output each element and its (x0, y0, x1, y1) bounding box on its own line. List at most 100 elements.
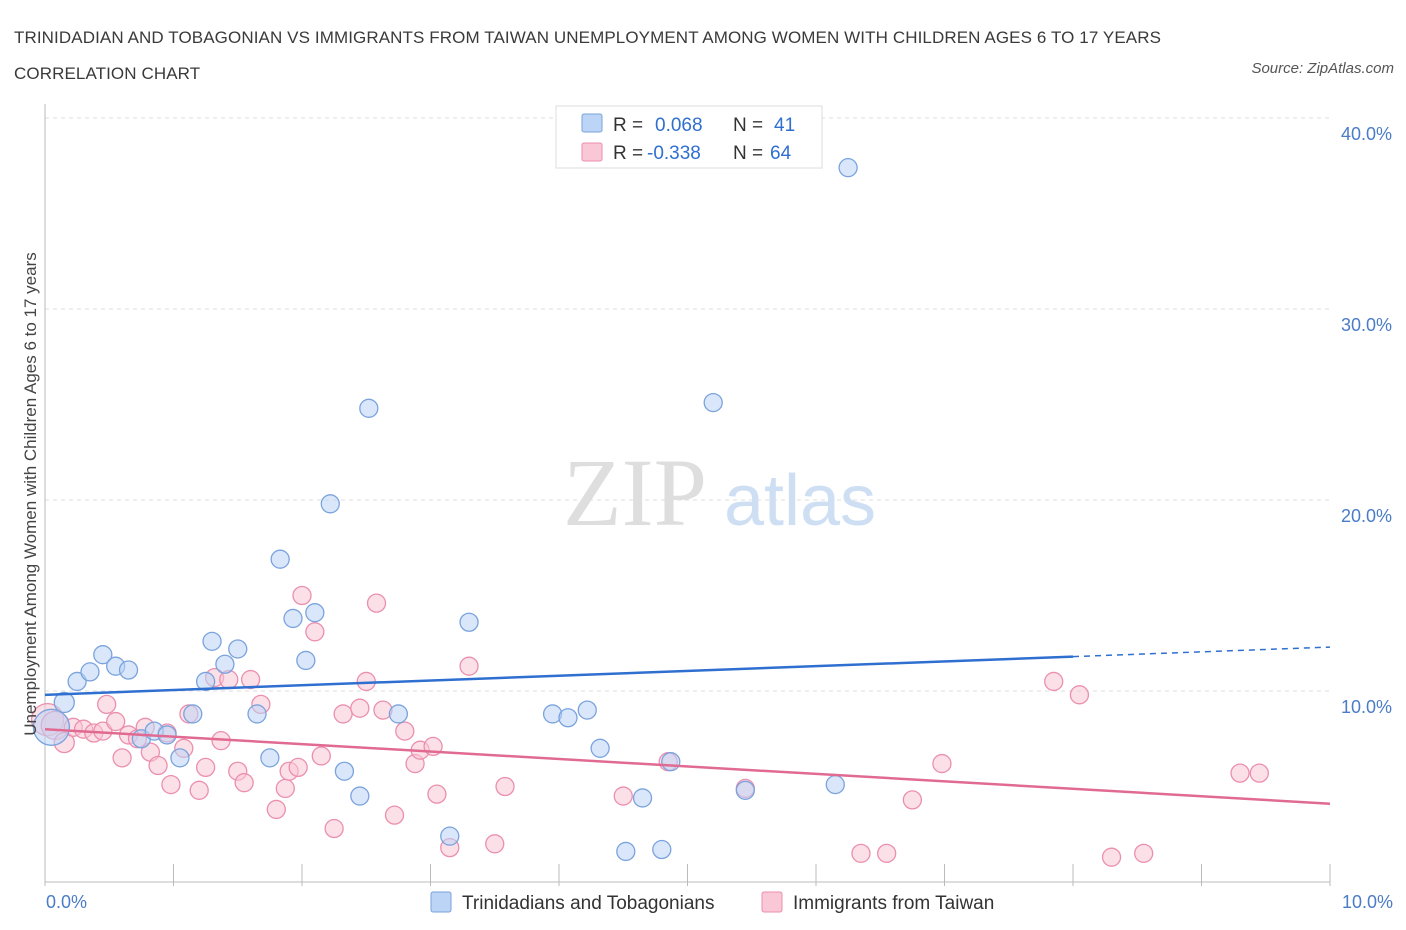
taiwan-point-61 (1134, 843, 1154, 863)
stats-r-value-blue: 0.068 (655, 115, 703, 136)
stats-r-label-pink: R = (613, 143, 643, 164)
y-tick-label-2: 30.0% (1341, 315, 1392, 335)
trinidadian-point-39 (825, 774, 845, 795)
trinidadian-point-15 (228, 639, 248, 659)
taiwan-point-37 (350, 698, 370, 718)
chart-title: TRINIDADIAN AND TOBAGONIAN VS IMMIGRANTS… (14, 28, 1162, 83)
watermark-atlas: atlas (724, 461, 876, 541)
x-tick-label-0: 0.0% (46, 892, 87, 912)
trinidadian-point-12 (195, 671, 216, 692)
stats-n-label-pink: N = (733, 143, 763, 164)
taiwan-point-8 (106, 711, 126, 732)
trinidadian-point-37 (703, 392, 723, 413)
taiwan-point-20 (195, 757, 216, 778)
y-tick-label-3: 40.0% (1341, 124, 1392, 144)
trinidadian-point-11 (183, 704, 203, 724)
taiwan-point-39 (366, 593, 387, 613)
trend-line-trinidadians (44, 655, 1074, 697)
series-legend: Trinidadians and Tobagonians Immigrants … (430, 891, 994, 914)
taiwan-point-58 (1044, 671, 1064, 692)
trinidadian-point-34 (632, 788, 653, 808)
trinidadian-point-0 (32, 708, 71, 746)
taiwan-point-48 (459, 656, 479, 676)
trinidadian-point-22 (320, 494, 340, 514)
taiwan-point-29 (275, 778, 295, 799)
trinidadian-point-19 (283, 608, 303, 629)
trinidadian-point-3 (80, 662, 100, 682)
taiwan-point-9 (112, 748, 132, 768)
stats-n-value-blue: 41 (774, 115, 795, 136)
taiwan-point-42 (395, 721, 415, 741)
trinidadian-point-23 (334, 761, 355, 781)
watermark: ZIP atlas (563, 439, 876, 546)
taiwan-point-55 (877, 843, 897, 863)
trinidadian-point-10 (170, 748, 190, 768)
trinidadian-point-35 (652, 839, 672, 860)
trinidadian-point-40 (838, 158, 858, 178)
trinidadian-point-25 (359, 398, 379, 418)
trend-line-trinidadians-extension (1072, 646, 1331, 658)
trinidadian-point-1 (53, 691, 75, 714)
taiwan-point-46 (427, 784, 447, 804)
axes (44, 104, 1331, 886)
taiwan-point-26 (240, 669, 261, 690)
trinidadian-point-14 (215, 654, 235, 674)
legend-label-taiwan: Immigrants from Taiwan (793, 893, 994, 914)
taiwan-point-19 (189, 780, 209, 800)
trinidadian-point-32 (590, 738, 610, 758)
x-tick-label-1: 10.0% (1342, 892, 1393, 912)
taiwan-point-35 (324, 818, 344, 839)
trinidadian-point-20 (296, 650, 316, 671)
taiwan-point-41 (384, 805, 405, 825)
legend-label-trinidadians: Trinidadians and Tobagonians (462, 893, 714, 914)
trinidadian-point-2 (67, 671, 87, 692)
taiwan-point-36 (333, 704, 353, 724)
taiwan-point-32 (292, 585, 312, 606)
series-trinidadians-and-tobagonians (32, 158, 858, 862)
taiwan-point-63 (1249, 763, 1269, 783)
taiwan-point-50 (495, 776, 515, 797)
trinidadian-point-18 (270, 549, 290, 569)
legend-swatch-taiwan (761, 891, 783, 913)
stats-n-label-blue: N = (733, 115, 763, 136)
trinidadian-point-6 (118, 660, 139, 680)
taiwan-point-34 (311, 746, 331, 766)
stats-legend-swatch-pink (581, 142, 603, 162)
trinidadian-point-36 (661, 752, 681, 772)
taiwan-point-33 (305, 622, 325, 642)
trinidadian-point-4 (93, 645, 113, 665)
taiwan-point-25 (234, 773, 254, 793)
trinidadian-point-31 (577, 700, 597, 720)
trinidadian-point-28 (459, 612, 479, 632)
taiwan-point-31 (288, 757, 308, 778)
trend-line-taiwan (44, 727, 1331, 805)
y-tick-label-0: 10.0% (1341, 697, 1392, 717)
stats-r-value-pink: -0.338 (647, 143, 701, 164)
y-tick-label-1: 20.0% (1341, 506, 1392, 526)
watermark-zip: ZIP (563, 439, 707, 546)
y-axis-label: Unemployment Among Women with Children A… (21, 252, 40, 736)
legend-swatch-trinidadians (430, 891, 452, 913)
taiwan-point-57 (932, 753, 952, 774)
taiwan-point-28 (266, 799, 286, 820)
stats-n-value-pink: 64 (770, 143, 792, 164)
trinidadian-point-13 (202, 631, 222, 651)
trinidadian-point-38 (735, 780, 755, 800)
stats-legend: R = 0.068 N = 41 R = -0.338 N = 64 (555, 105, 823, 169)
series-immigrants-from-taiwan (30, 585, 1269, 867)
taiwan-point-51 (613, 786, 633, 806)
taiwan-point-16 (161, 774, 181, 795)
trinidadian-point-16 (247, 704, 267, 724)
stats-legend-swatch-blue (581, 113, 603, 133)
trinidadian-point-33 (616, 841, 636, 862)
trinidadian-point-27 (440, 826, 460, 846)
taiwan-point-56 (902, 790, 923, 810)
trinidadian-point-30 (558, 708, 578, 728)
taiwan-point-7 (97, 694, 117, 715)
taiwan-point-49 (485, 834, 505, 854)
taiwan-point-54 (851, 843, 871, 863)
taiwan-point-60 (1101, 847, 1122, 867)
stats-r-label-blue: R = (613, 115, 643, 136)
trinidadian-point-24 (350, 786, 370, 806)
